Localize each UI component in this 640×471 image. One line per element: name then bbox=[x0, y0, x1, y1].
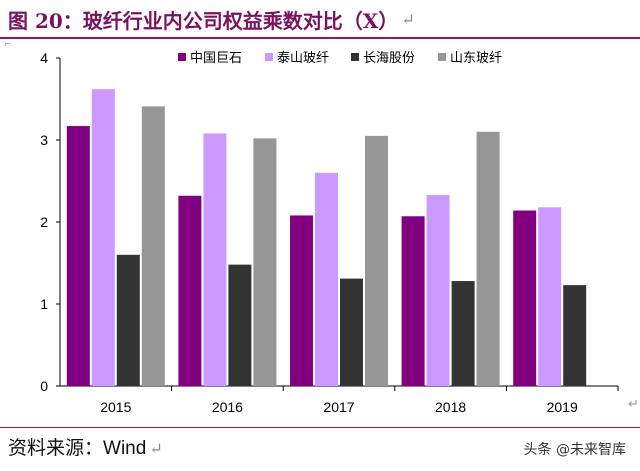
legend-swatch bbox=[178, 53, 186, 61]
source-return-mark: ↵ bbox=[149, 439, 163, 458]
source-prefix: 资料来源： bbox=[8, 437, 104, 459]
axis-return-mark: ↵ bbox=[628, 397, 639, 412]
source-name: Wind bbox=[103, 438, 147, 459]
y-tick-labels: 0 1 2 3 4 bbox=[40, 50, 48, 394]
legend-label: 山东玻纤 bbox=[450, 51, 502, 66]
anchor-mark: ⌐ bbox=[4, 40, 12, 50]
legend-label: 中国巨石 bbox=[190, 51, 242, 66]
title-divider bbox=[0, 37, 640, 39]
legend-swatch bbox=[351, 53, 359, 61]
bar-2015-3 bbox=[116, 254, 140, 386]
bar-2017-2 bbox=[315, 172, 338, 386]
y-tick-label: 4 bbox=[40, 50, 48, 66]
bar-2019-2 bbox=[538, 207, 562, 386]
bar-2015-1 bbox=[66, 126, 90, 386]
legend-label: 长海股份 bbox=[363, 51, 415, 66]
bar-2016-1 bbox=[178, 195, 202, 386]
bar-2018-3 bbox=[451, 281, 475, 386]
bar-2017-4 bbox=[365, 135, 388, 386]
bar-2019-1 bbox=[513, 210, 537, 386]
watermark: 头条 @未来智库 bbox=[523, 442, 626, 458]
bar-2017-3 bbox=[340, 278, 363, 386]
bar-2018-4 bbox=[476, 131, 500, 386]
bar-2018-2 bbox=[426, 194, 450, 386]
legend-swatch bbox=[265, 53, 273, 61]
y-tick-label: 0 bbox=[40, 378, 48, 394]
bar-2016-2 bbox=[203, 133, 227, 386]
x-tick-labels: 2015 2016 2017 2018 2019 ↵ bbox=[100, 397, 639, 415]
bar-chart: 2015 2016 2017 2018 2019 ↵ 0 1 2 3 4 中国巨石 泰山玻纤 长海股份… bbox=[40, 50, 639, 415]
bar-2016-4 bbox=[253, 138, 277, 386]
y-tick-label: 1 bbox=[40, 296, 48, 312]
bar-2015-2 bbox=[91, 89, 115, 386]
legend-swatch bbox=[438, 53, 446, 61]
x-tick-label: 2019 bbox=[547, 399, 578, 415]
chart-legend: 中国巨石 泰山玻纤 长海股份 山东玻纤 bbox=[178, 51, 502, 66]
x-tick-label: 2015 bbox=[100, 399, 131, 415]
x-tick-label: 2017 bbox=[323, 399, 354, 415]
bar-2016-3 bbox=[228, 264, 252, 386]
figure-title: 图 20： 玻纤行业内公司权益乘数对比（X） ↵ bbox=[8, 4, 415, 34]
y-tick-label: 2 bbox=[40, 214, 48, 230]
source-note: 资料来源：Wind ↵ bbox=[8, 433, 163, 460]
bar-2018-1 bbox=[401, 216, 425, 386]
bar-2019-3 bbox=[563, 285, 587, 386]
legend-label: 泰山玻纤 bbox=[277, 51, 329, 66]
bar-2015-4 bbox=[141, 106, 165, 386]
y-tick-label: 3 bbox=[40, 132, 48, 148]
x-tick-label: 2016 bbox=[212, 399, 243, 415]
bar-2017-1 bbox=[290, 215, 313, 386]
x-tick-label: 2018 bbox=[435, 399, 466, 415]
chart-bars bbox=[66, 89, 587, 386]
figure-label: 图 20： bbox=[8, 8, 83, 33]
return-mark: ↵ bbox=[401, 9, 415, 29]
footer-divider bbox=[0, 427, 640, 428]
figure-title-text: 玻纤行业内公司权益乘数对比（X） bbox=[82, 8, 399, 33]
